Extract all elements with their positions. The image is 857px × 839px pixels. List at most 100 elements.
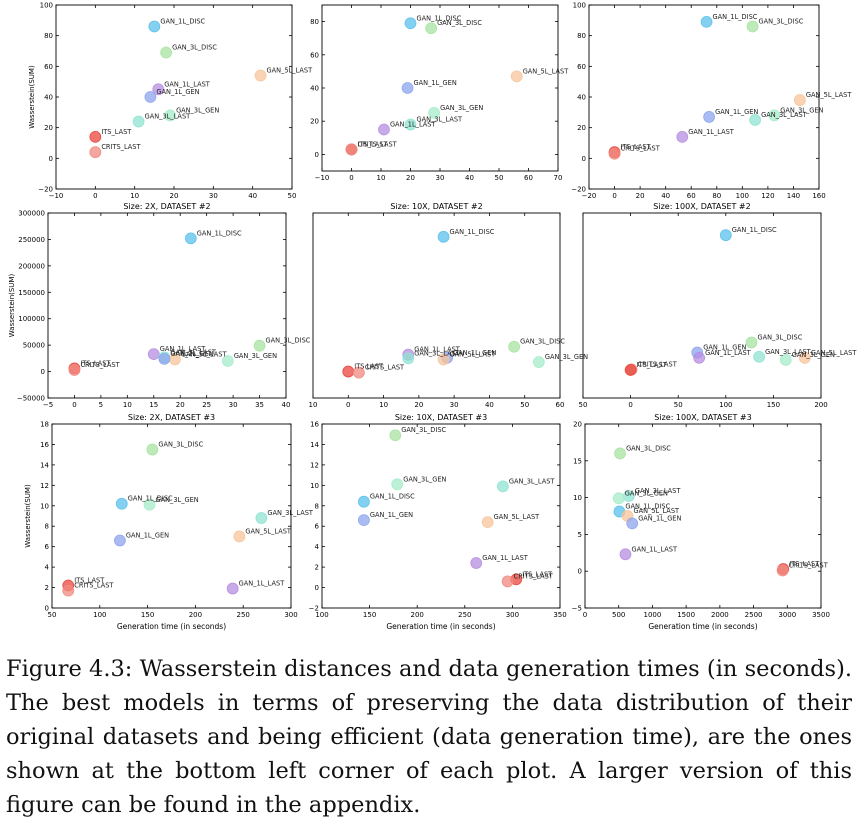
x-axis-label: Generation time (in seconds)	[648, 622, 757, 631]
x-tick-label: 20	[636, 192, 645, 200]
scatter-point	[378, 123, 390, 136]
scatter-point	[626, 517, 639, 530]
y-tick-label: 14	[40, 461, 49, 469]
scatter-point	[184, 232, 197, 245]
scatter-point	[693, 351, 706, 364]
point-label: ITS_LAST	[358, 140, 389, 148]
x-tick-label: 200	[411, 611, 424, 619]
point-label: GAN_1L_LAST	[631, 545, 678, 553]
point-label: CRITS_LAST	[358, 140, 398, 148]
y-tick-label: 16	[310, 421, 319, 429]
point-label: GAN_3L_GEN	[792, 351, 835, 359]
scatter-point	[389, 429, 402, 442]
y-tick-label: 20	[573, 421, 582, 429]
scatter-point	[221, 355, 234, 367]
x-tick-label: 50	[520, 401, 529, 409]
scatter-point	[147, 348, 160, 361]
y-tick-label: 2	[45, 584, 49, 592]
scatter-point	[612, 492, 625, 505]
point-label: GAN_3L_DISC	[626, 444, 671, 452]
scatter-point	[352, 366, 365, 379]
point-label: GAN_1L_LAST	[414, 346, 461, 354]
x-tick-label: −20	[582, 192, 597, 200]
x-tick-label: 3500	[812, 611, 830, 619]
x-tick-label: −10	[315, 174, 330, 182]
scatter-point	[700, 15, 713, 28]
scatter-panel-5: GAN_1L_DISC GAN_3L_DISC GAN_1L_LASTGAN_1L_…	[309, 202, 589, 409]
y-tick-label: 150000	[18, 289, 45, 297]
plot-frame	[582, 212, 822, 399]
point-label: GAN_5L_LAST	[633, 507, 680, 515]
scatter-point	[614, 447, 626, 460]
y-tick-label: 40	[44, 94, 53, 102]
point-label: GAN_1L_DISC	[197, 229, 242, 237]
y-axis-label: Wasserstein(SUM)	[28, 65, 36, 129]
scatter-point	[113, 534, 126, 547]
scatter-point	[115, 497, 128, 510]
scatter-panel-8: GAN_3L_DISC GAN_3L_GEN GAN_3L_LAST GAN_1L_D…	[309, 413, 567, 631]
scatter-point	[253, 339, 266, 352]
y-tick-label: 18	[40, 421, 49, 429]
point-label: ITS_LAST	[80, 359, 111, 367]
y-tick-label: 2	[315, 564, 319, 572]
y-tick-label: 5	[578, 531, 582, 539]
point-label: GAN_1L_DISC	[625, 503, 670, 511]
x-tick-label: 0	[628, 401, 632, 409]
x-tick-label: 300	[284, 611, 297, 619]
point-label: GAN_3L_DISC	[172, 44, 217, 52]
y-axis-label: Wasserstein(SUM)	[8, 274, 16, 338]
scatter-point	[89, 146, 102, 159]
scatter-point	[357, 495, 370, 508]
point-label: GAN_3L_LAST	[414, 349, 461, 357]
y-tick-label: 0	[578, 568, 582, 576]
point-label: GAN_3L_LAST	[509, 477, 556, 485]
point-label: GAN_3L_DISC	[758, 334, 803, 342]
y-tick-label: 0	[45, 605, 49, 613]
x-tick-label: 5	[99, 401, 103, 409]
point-label: GAN_3L_GEN	[403, 475, 446, 483]
y-tick-label: −20	[38, 186, 53, 194]
scatter-point	[753, 350, 766, 363]
point-label: GAN_1L_LAST	[239, 580, 286, 588]
point-label: GAN_3L_GEN	[176, 106, 219, 114]
scatter-panel-7: GAN_3L_DISCGAN_1L_DISCGAN_3L_GENGAN_3L_L…	[24, 413, 314, 631]
scatter-point	[68, 364, 81, 376]
y-tick-label: 20	[44, 124, 53, 132]
point-label: CRITS_LAST	[74, 582, 114, 590]
y-tick-label: 20	[310, 118, 319, 126]
point-label: CRITS_LAST	[365, 364, 405, 372]
chart-title: Size: 2X, DATASET #2	[123, 202, 210, 211]
y-tick-label: 14	[310, 441, 319, 449]
point-label: ITS_LAST	[74, 577, 105, 585]
point-label: GAN_3L_LAST	[635, 487, 682, 495]
point-label: GAN_5L_LAST	[806, 91, 853, 99]
y-tick-label: 12	[310, 461, 319, 469]
x-tick-label: 200	[189, 611, 202, 619]
y-tick-label: 8	[315, 502, 319, 510]
y-tick-label: 200000	[18, 262, 45, 270]
chart-title: Size: 2X, DATASET #3	[128, 413, 215, 422]
x-tick-label: 40	[282, 401, 291, 409]
scatter-point	[501, 575, 514, 588]
point-label: ITS LAST	[354, 363, 384, 371]
y-tick-label: 300000	[18, 210, 45, 218]
y-tick-label: 0	[41, 368, 45, 376]
x-tick-label: 100	[93, 611, 106, 619]
y-tick-label: 4	[45, 564, 50, 572]
x-tick-label: 120	[761, 192, 774, 200]
point-label: GAN_1L_DISC	[417, 14, 462, 22]
point-label: GAN_1L_LAST	[164, 80, 211, 88]
x-axis-label: Generation time (in seconds)	[386, 622, 495, 631]
plot-frame	[584, 423, 822, 609]
y-tick-label: 6	[45, 543, 50, 551]
scatter-point	[703, 111, 716, 123]
point-label: GAN_5L_LAST	[494, 513, 541, 521]
scatter-point	[254, 69, 267, 82]
x-tick-label: 100	[736, 192, 749, 200]
plot-frame	[321, 423, 561, 609]
y-tick-label: 60	[577, 63, 586, 71]
x-tick-label: 50	[48, 611, 57, 619]
x-tick-label: 0	[612, 192, 616, 200]
y-tick-label: 20	[577, 124, 586, 132]
